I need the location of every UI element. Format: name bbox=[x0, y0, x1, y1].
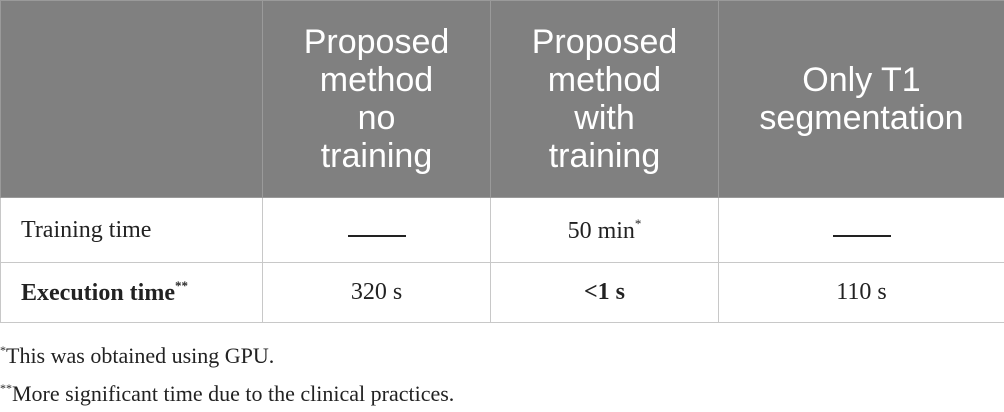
footnote-mark: * bbox=[0, 343, 6, 357]
footnote-ref: * bbox=[634, 215, 642, 231]
header-cell: Proposed method with training bbox=[490, 0, 719, 198]
header-line: method bbox=[547, 61, 662, 99]
blank-line bbox=[347, 225, 406, 237]
cell: 320 s bbox=[262, 262, 491, 323]
cell-text: <1 s bbox=[583, 279, 625, 305]
row-label: Execution time bbox=[21, 280, 175, 306]
footnote-ref: ** bbox=[174, 278, 188, 293]
blank-line bbox=[832, 225, 891, 237]
header-line: training bbox=[320, 137, 433, 175]
header-line: method bbox=[319, 61, 434, 99]
row-label-cell: Execution time** bbox=[0, 262, 263, 323]
footnote: *This was obtained using GPU. bbox=[0, 335, 454, 373]
footnote-text: This was obtained using GPU. bbox=[6, 343, 275, 368]
header-row: Proposed method no training Proposed met… bbox=[0, 0, 1004, 198]
header-line: training bbox=[548, 137, 661, 175]
corner-cell bbox=[0, 0, 263, 198]
footnote-mark: ** bbox=[0, 381, 12, 395]
cell: <1 s bbox=[490, 262, 719, 323]
cell-text: 110 s bbox=[836, 279, 887, 305]
header-cell: Proposed method no training bbox=[262, 0, 491, 198]
row-label-cell: Training time bbox=[0, 197, 263, 263]
header-line: Proposed bbox=[303, 23, 450, 61]
footnote: **More significant time due to the clini… bbox=[0, 373, 454, 411]
table-row: Execution time** 320 s <1 s 110 s bbox=[0, 262, 1004, 323]
header-line: Only T1 bbox=[802, 61, 921, 99]
row-label: Training time bbox=[21, 216, 152, 243]
header-line: segmentation bbox=[759, 99, 964, 137]
cell-text: 320 s bbox=[350, 279, 403, 305]
cell: 50 min* bbox=[490, 197, 719, 263]
header-cell: Only T1 segmentation bbox=[718, 0, 1004, 198]
cell-text: 50 min bbox=[567, 217, 635, 244]
header-line: with bbox=[574, 99, 635, 137]
footnotes: *This was obtained using GPU. **More sig… bbox=[0, 335, 454, 411]
footnote-text: More significant time due to the clinica… bbox=[12, 381, 455, 406]
table-row: Training time 50 min* bbox=[0, 197, 1004, 263]
results-table: Proposed method no training Proposed met… bbox=[0, 0, 1004, 323]
cell: 110 s bbox=[718, 262, 1004, 323]
header-line: no bbox=[357, 99, 396, 137]
cell bbox=[718, 197, 1004, 263]
cell bbox=[262, 197, 491, 263]
header-line: Proposed bbox=[531, 23, 678, 61]
